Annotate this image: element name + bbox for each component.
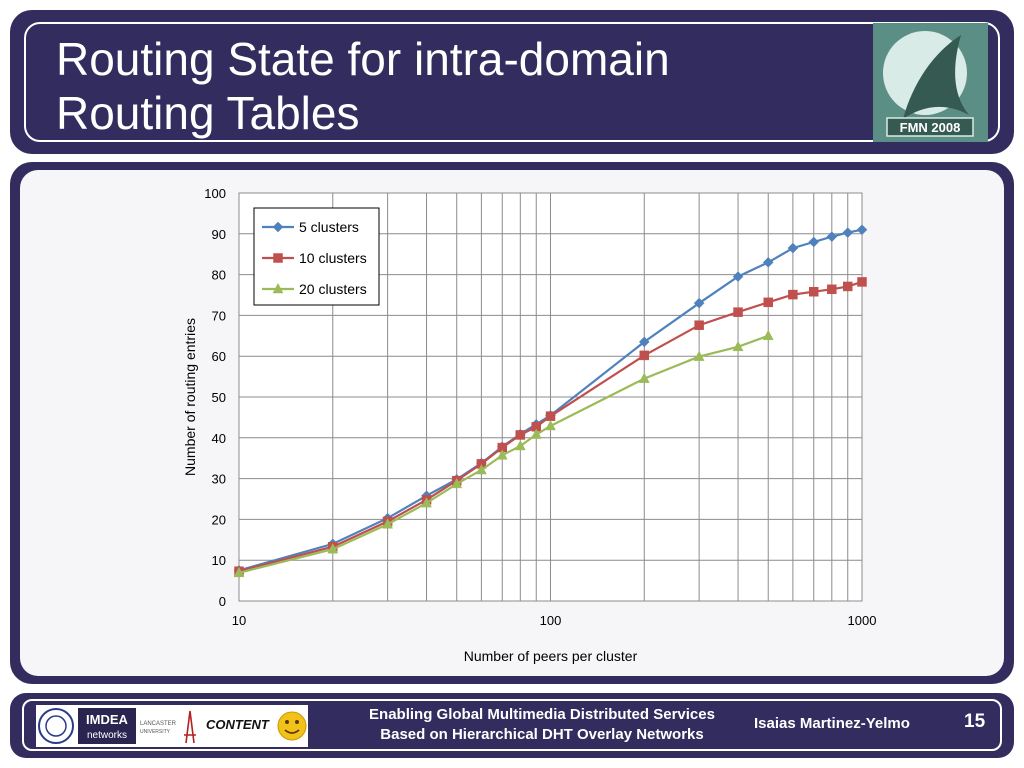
- slide-title-line-2: Routing Tables: [56, 87, 360, 139]
- data-point-series-3: [530, 428, 542, 439]
- title-frame: [24, 22, 1000, 142]
- y-tick-label: 0: [219, 594, 226, 609]
- footer-line-2: Based on Hierarchical DHT Overlay Networ…: [380, 726, 704, 743]
- lancaster-crest-icon: [184, 710, 196, 744]
- imdea-logo-text: IMDEA: [86, 712, 129, 727]
- y-tick-label: 40: [212, 431, 226, 446]
- data-point-series-2: [763, 297, 773, 308]
- lancaster-logo-subtext: UNIVERSITY: [140, 729, 171, 735]
- data-point-series-3: [496, 449, 508, 460]
- slide-title: Routing State for intra-domain Routing T…: [56, 32, 856, 140]
- data-point-series-1: [732, 271, 744, 282]
- data-point-series-3: [638, 372, 650, 383]
- footer-line-1: Enabling Global Multimedia Distributed S…: [369, 706, 715, 723]
- footer: IMDEA networks LANCASTER UNIVERSITY CONT…: [10, 693, 1014, 758]
- data-point-series-1: [826, 231, 838, 243]
- fmn-logo: FMN 2008: [873, 23, 988, 142]
- data-point-series-2: [842, 281, 853, 292]
- data-point-series-3: [327, 543, 339, 554]
- x-tick-label: 1000: [848, 613, 877, 628]
- y-tick-label: 20: [212, 512, 226, 527]
- data-point-series-3: [233, 566, 245, 578]
- slide-title-line-1: Routing State for intra-domain: [56, 33, 670, 85]
- footer-frame: IMDEA networks LANCASTER UNIVERSITY CONT…: [22, 699, 1002, 751]
- title-bar: Routing State for intra-domain Routing T…: [10, 10, 1014, 154]
- y-tick-label: 30: [212, 472, 226, 487]
- fmn-logo-graphic: FMN 2008: [883, 31, 974, 137]
- data-point-series-1: [787, 242, 799, 254]
- data-point-series-3: [545, 419, 556, 431]
- y-tick-label: 100: [204, 186, 226, 201]
- legend-marker-2: [273, 253, 283, 263]
- data-point-series-1: [842, 227, 854, 238]
- data-point-series-2: [857, 277, 867, 287]
- data-point-series-3: [514, 439, 526, 451]
- uc3m-seal-icon: [38, 708, 74, 744]
- legend-label-2: 10 clusters: [299, 250, 367, 266]
- data-point-series-2: [694, 320, 704, 330]
- data-point-series-2: [808, 286, 819, 297]
- page-number: 15: [964, 711, 986, 732]
- y-tick-label: 70: [212, 308, 226, 323]
- data-point-series-3: [732, 340, 744, 352]
- data-point-series-3: [421, 497, 432, 508]
- x-tick-label: 100: [540, 613, 562, 628]
- data-point-series-3: [475, 463, 487, 475]
- data-point-series-1: [762, 257, 774, 268]
- plot-border: [238, 192, 863, 602]
- data-point-series-2: [545, 411, 556, 421]
- data-point-series-1: [638, 336, 650, 348]
- routing-state-chart: 0 10 20 30 40 50 60 70 80 90 100 10 100 1000 Number of…: [182, 186, 877, 664]
- data-point-series-2: [788, 289, 798, 300]
- y-tick-label: 80: [212, 268, 226, 283]
- x-axis-label: Number of peers per cluster: [464, 648, 638, 664]
- legend-label-3: 20 clusters: [299, 281, 367, 297]
- x-tick-label: 10: [232, 613, 246, 628]
- data-point-series-3: [382, 518, 394, 529]
- y-tick-label: 50: [212, 390, 226, 405]
- data-point-series-1: [856, 224, 868, 236]
- series-line-3: [238, 334, 769, 574]
- data-point-series-2: [639, 350, 650, 361]
- legend-marker-1: [272, 221, 284, 233]
- data-point-series-2: [733, 307, 743, 317]
- lancaster-logo-text: LANCASTER: [140, 721, 177, 727]
- y-tick-label: 60: [212, 349, 226, 364]
- legend-label-1: 5 clusters: [299, 219, 359, 235]
- chart-panel: 0 10 20 30 40 50 60 70 80 90 100 10 100 1000 Number of…: [20, 170, 1004, 676]
- imdea-logo-subtext: networks: [87, 730, 127, 741]
- data-point-series-1: [693, 297, 705, 309]
- footer-project-text: Enabling Global Multimedia Distributed S…: [342, 705, 742, 745]
- imdea-logo: [78, 708, 136, 744]
- y-tick-label: 10: [212, 553, 226, 568]
- footer-author: Isaias Martinez-Yelmo: [754, 715, 910, 732]
- partner-logos-graphic: IMDEA networks LANCASTER UNIVERSITY CONT…: [38, 708, 307, 744]
- y-axis-label: Number of routing entries: [182, 318, 198, 476]
- data-point-series-2: [515, 430, 526, 440]
- data-point-series-3: [693, 350, 705, 361]
- smiley-icon: [277, 711, 307, 741]
- data-point-series-2: [827, 284, 837, 295]
- data-point-series-3: [762, 329, 774, 341]
- y-tick-label: 90: [212, 227, 226, 242]
- data-point-series-3: [451, 477, 463, 489]
- data-point-series-1: [808, 236, 820, 248]
- legend-marker-3: [272, 282, 284, 294]
- logo-text: FMN 2008: [900, 120, 961, 135]
- content-frame: 0 10 20 30 40 50 60 70 80 90 100 10 100 1000 Number of…: [10, 162, 1014, 684]
- content-logo-text: CONTENT: [206, 717, 270, 732]
- partner-logos: IMDEA networks LANCASTER UNIVERSITY CONT…: [36, 705, 308, 747]
